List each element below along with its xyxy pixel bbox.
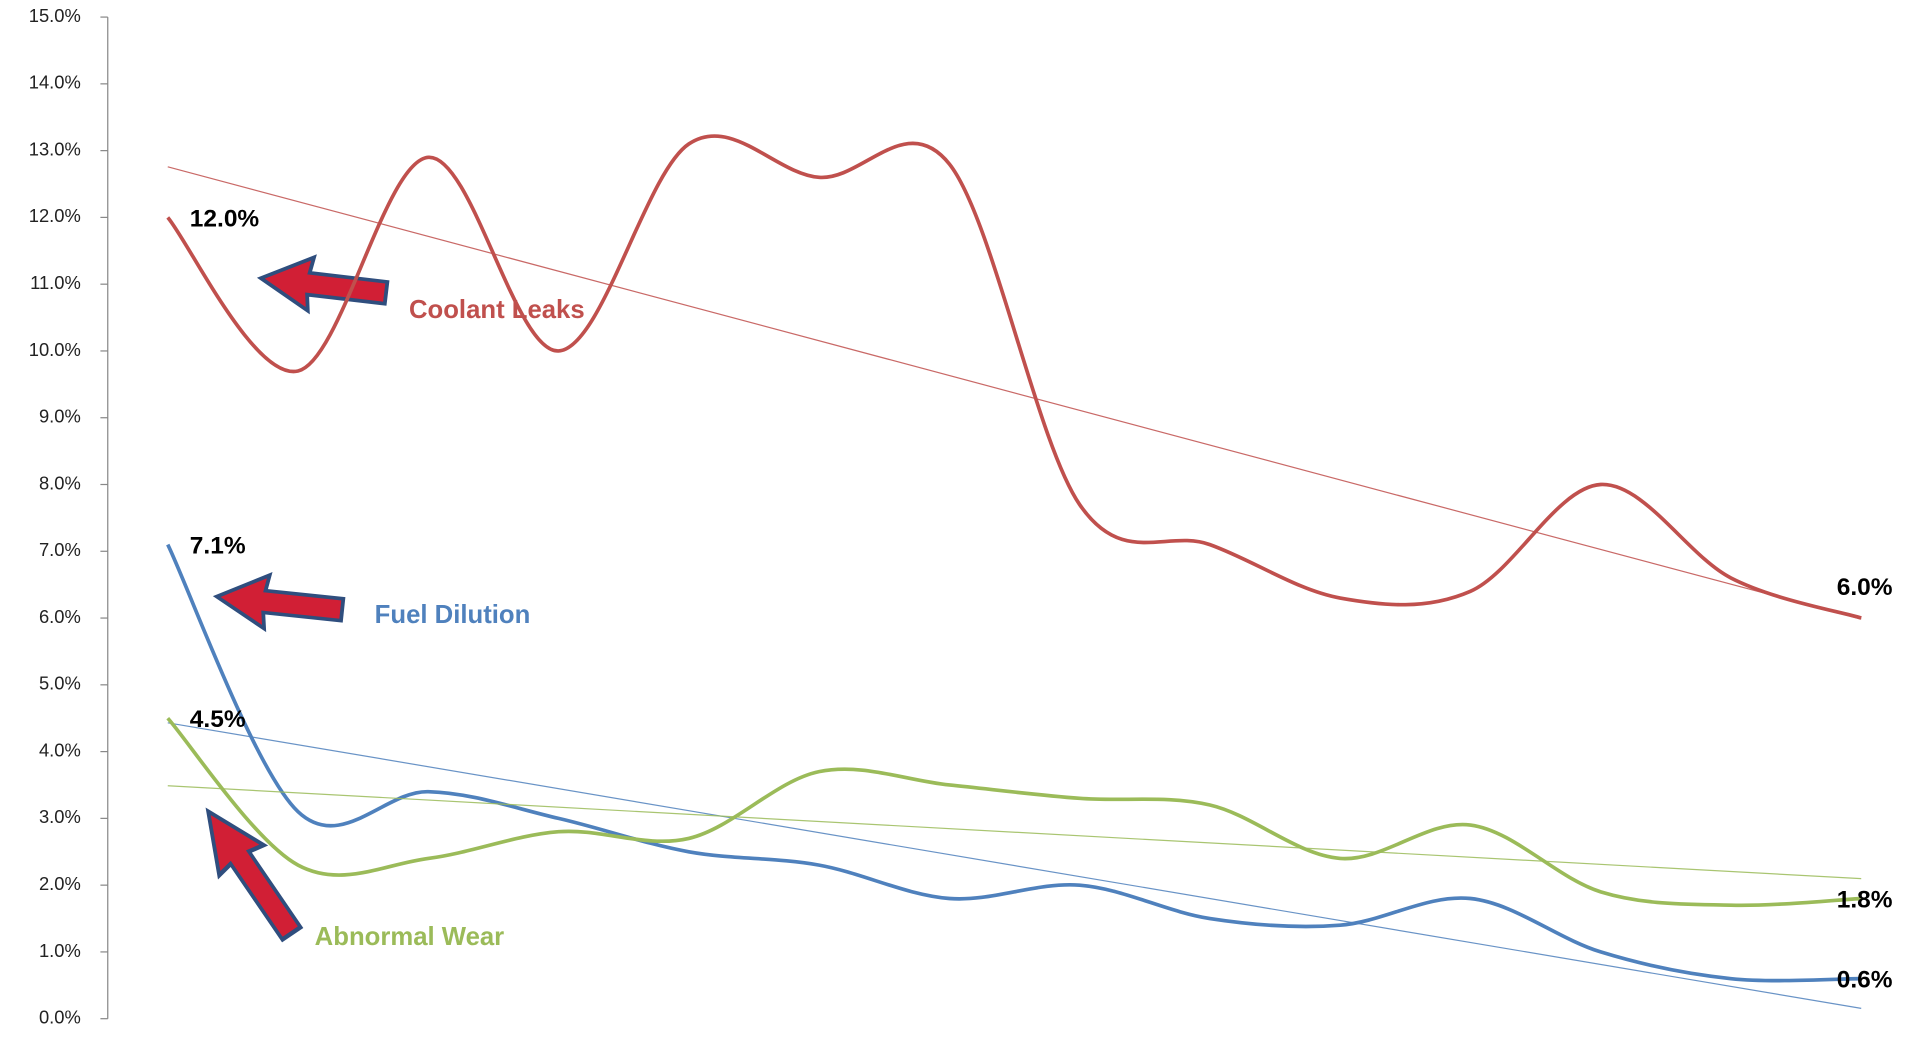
y-tick-label: 9.0% — [39, 406, 81, 427]
series-line — [166, 134, 1862, 620]
y-tick-label: 8.0% — [39, 472, 81, 493]
arrows — [205, 254, 390, 943]
arrow — [256, 254, 390, 315]
data-label: 1.8% — [1837, 886, 1893, 913]
data-label: 7.1% — [190, 533, 246, 560]
y-tick-label: 4.0% — [39, 739, 81, 760]
series-name: Fuel Dilution — [375, 601, 531, 629]
y-tick-label: 14.0% — [29, 72, 81, 93]
series-name: Coolant Leaks — [409, 296, 585, 324]
arrow — [212, 572, 346, 633]
y-tick-label: 13.0% — [29, 138, 81, 159]
y-tick-label: 7.0% — [39, 539, 81, 560]
y-tick-label: 3.0% — [39, 806, 81, 827]
y-tick-label: 0.0% — [39, 1007, 81, 1028]
y-tick-label: 6.0% — [39, 606, 81, 627]
y-tick-label: 1.0% — [39, 940, 81, 961]
data-label: 6.0% — [1837, 574, 1893, 601]
trendline — [167, 722, 1862, 1009]
y-tick-label: 2.0% — [39, 873, 81, 894]
y-tick-label: 12.0% — [29, 205, 81, 226]
trendline — [167, 785, 1862, 880]
y-tick-label: 15.0% — [29, 5, 81, 26]
arrow — [205, 807, 304, 943]
y-tick-label: 5.0% — [39, 673, 81, 694]
series-name: Abnormal Wear — [315, 923, 505, 951]
data-label: 4.5% — [190, 706, 246, 733]
data-label: 12.0% — [190, 205, 260, 232]
series-line — [166, 717, 1862, 908]
data-label: 0.6% — [1837, 967, 1893, 994]
y-tick-label: 11.0% — [30, 272, 81, 293]
y-tick-label: 10.0% — [29, 339, 81, 360]
trendline — [167, 166, 1862, 620]
